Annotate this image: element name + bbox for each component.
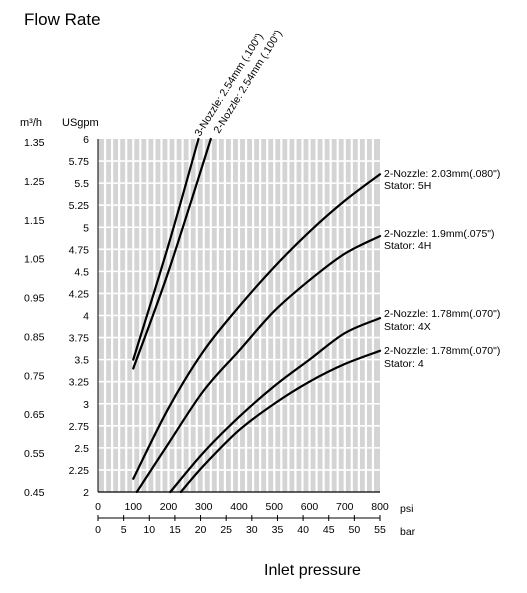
series-label: 2-Nozzle: 1.78mm(.070") xyxy=(384,308,500,320)
y-tick-label-usgpm: 2.25 xyxy=(69,465,90,477)
bar-unit-label: bar xyxy=(400,526,416,538)
y-tick-label-usgpm: 3 xyxy=(83,399,89,411)
series-line xyxy=(132,137,200,361)
m3h-unit-label: m³/h xyxy=(20,117,42,129)
y-tick-label-usgpm: 5 xyxy=(83,222,89,234)
x-tick-label-bar: 20 xyxy=(195,524,207,536)
y-tick-label-m3h: 0.85 xyxy=(24,331,45,343)
x-tick-label-bar: 10 xyxy=(143,524,155,536)
x-tick-label-bar: 55 xyxy=(374,524,386,536)
usgpm-unit-label: USgpm xyxy=(62,117,99,129)
y-tick-label-m3h: 0.65 xyxy=(24,409,45,421)
y-tick-label-m3h: 0.95 xyxy=(24,293,45,305)
x-tick-label-bar: 35 xyxy=(272,524,284,536)
x-tick-label-bar: 25 xyxy=(220,524,232,536)
series-label: Stator: 4 xyxy=(384,358,424,370)
y-tick-label-usgpm: 4.75 xyxy=(69,244,90,256)
psi-unit-label: psi xyxy=(400,503,413,515)
y-tick-label-usgpm: 4.5 xyxy=(74,266,89,278)
series-label: Stator: 5H xyxy=(384,180,431,192)
series-line xyxy=(169,317,382,494)
y-tick-label-usgpm: 2.5 xyxy=(74,443,89,455)
x-tick-label-psi: 200 xyxy=(160,501,178,513)
y-tick-label-m3h: 1.35 xyxy=(24,137,45,149)
series-label: 2-Nozzle: 2.03mm(.080") xyxy=(384,168,500,180)
x-tick-label-bar: 0 xyxy=(95,524,101,536)
y-tick-label-usgpm: 3.75 xyxy=(69,333,90,345)
x-tick-label-bar: 50 xyxy=(349,524,361,536)
x-tick-label-bar: 30 xyxy=(246,524,258,536)
x-tick-label-bar: 45 xyxy=(323,524,335,536)
x-tick-label-bar: 40 xyxy=(297,524,309,536)
series-line xyxy=(135,234,382,494)
x-tick-label-psi: 400 xyxy=(230,501,248,513)
series-line xyxy=(179,349,382,494)
series-label: 2-Nozzle: 1.78mm(.070") xyxy=(384,345,500,357)
y-tick-label-usgpm: 6 xyxy=(83,134,89,146)
x-tick-label-bar: 5 xyxy=(121,524,127,536)
y-tick-label-m3h: 1.15 xyxy=(24,215,45,227)
y-tick-label-m3h: 0.45 xyxy=(24,487,45,499)
series-line xyxy=(132,173,382,480)
y-tick-label-m3h: 0.55 xyxy=(24,448,45,460)
y-tick-label-usgpm: 2.75 xyxy=(69,421,90,433)
x-axis-title: Inlet pressure xyxy=(264,562,361,579)
y-tick-label-m3h: 1.05 xyxy=(24,254,45,266)
y-tick-label-usgpm: 3.5 xyxy=(74,355,89,367)
series-label: Stator: 4X xyxy=(384,321,431,333)
y-tick-label-m3h: 0.75 xyxy=(24,370,45,382)
chart-title: Flow Rate xyxy=(24,10,101,29)
x-tick-label-psi: 800 xyxy=(371,501,389,513)
x-tick-label-psi: 700 xyxy=(336,501,354,513)
x-tick-label-psi: 300 xyxy=(195,501,213,513)
y-tick-label-usgpm: 5.75 xyxy=(69,156,90,168)
series-label: 2-Nozzle: 1.9mm(.075") xyxy=(384,228,495,240)
y-tick-label-usgpm: 4 xyxy=(83,311,89,323)
series-label: Stator: 4H xyxy=(384,240,431,252)
series-line xyxy=(132,137,212,370)
y-tick-label-usgpm: 4.25 xyxy=(69,288,90,300)
x-tick-label-psi: 0 xyxy=(95,501,101,513)
y-tick-label-m3h: 1.25 xyxy=(24,176,45,188)
x-tick-label-psi: 600 xyxy=(301,501,319,513)
x-tick-label-psi: 500 xyxy=(265,501,283,513)
y-tick-label-usgpm: 5.5 xyxy=(74,178,89,190)
x-tick-label-bar: 15 xyxy=(169,524,181,536)
x-tick-label-psi: 100 xyxy=(124,501,142,513)
y-tick-label-usgpm: 2 xyxy=(83,487,89,499)
y-tick-label-usgpm: 5.25 xyxy=(69,200,90,212)
y-tick-label-usgpm: 3.25 xyxy=(69,377,90,389)
